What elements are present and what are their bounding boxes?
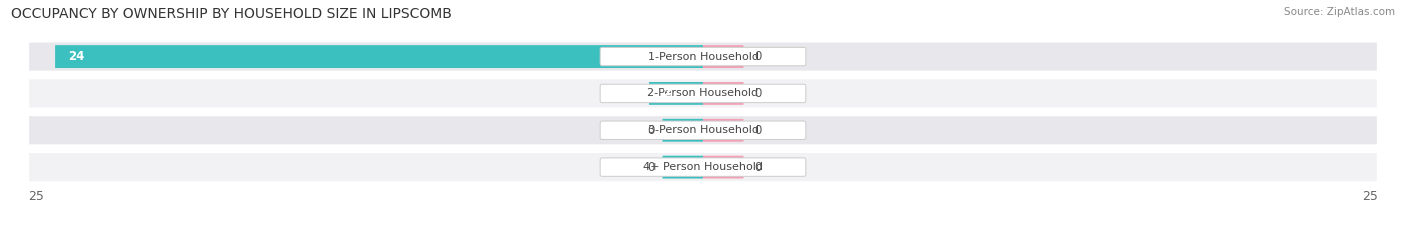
FancyBboxPatch shape [703,82,744,105]
FancyBboxPatch shape [650,82,703,105]
Text: 2: 2 [662,87,671,100]
Text: 0: 0 [647,161,654,174]
FancyBboxPatch shape [600,84,806,103]
FancyBboxPatch shape [28,152,1378,182]
FancyBboxPatch shape [662,156,703,178]
Text: 3-Person Household: 3-Person Household [648,125,758,135]
Text: Source: ZipAtlas.com: Source: ZipAtlas.com [1284,7,1395,17]
FancyBboxPatch shape [703,45,744,68]
Text: 0: 0 [754,124,762,137]
FancyBboxPatch shape [662,119,703,142]
Text: 24: 24 [69,50,84,63]
FancyBboxPatch shape [600,47,806,66]
Text: 2-Person Household: 2-Person Household [647,88,759,98]
FancyBboxPatch shape [55,45,703,68]
FancyBboxPatch shape [703,156,744,178]
FancyBboxPatch shape [28,41,1378,72]
Text: 1-Person Household: 1-Person Household [648,51,758,62]
FancyBboxPatch shape [600,121,806,140]
FancyBboxPatch shape [703,119,744,142]
FancyBboxPatch shape [600,158,806,176]
Text: 4+ Person Household: 4+ Person Household [643,162,763,172]
Text: 0: 0 [754,50,762,63]
Text: 25: 25 [1362,190,1378,203]
FancyBboxPatch shape [28,78,1378,109]
Text: 0: 0 [647,124,654,137]
Text: 0: 0 [754,87,762,100]
FancyBboxPatch shape [28,115,1378,145]
Text: 0: 0 [754,161,762,174]
Text: 25: 25 [28,190,44,203]
Text: OCCUPANCY BY OWNERSHIP BY HOUSEHOLD SIZE IN LIPSCOMB: OCCUPANCY BY OWNERSHIP BY HOUSEHOLD SIZE… [11,7,453,21]
